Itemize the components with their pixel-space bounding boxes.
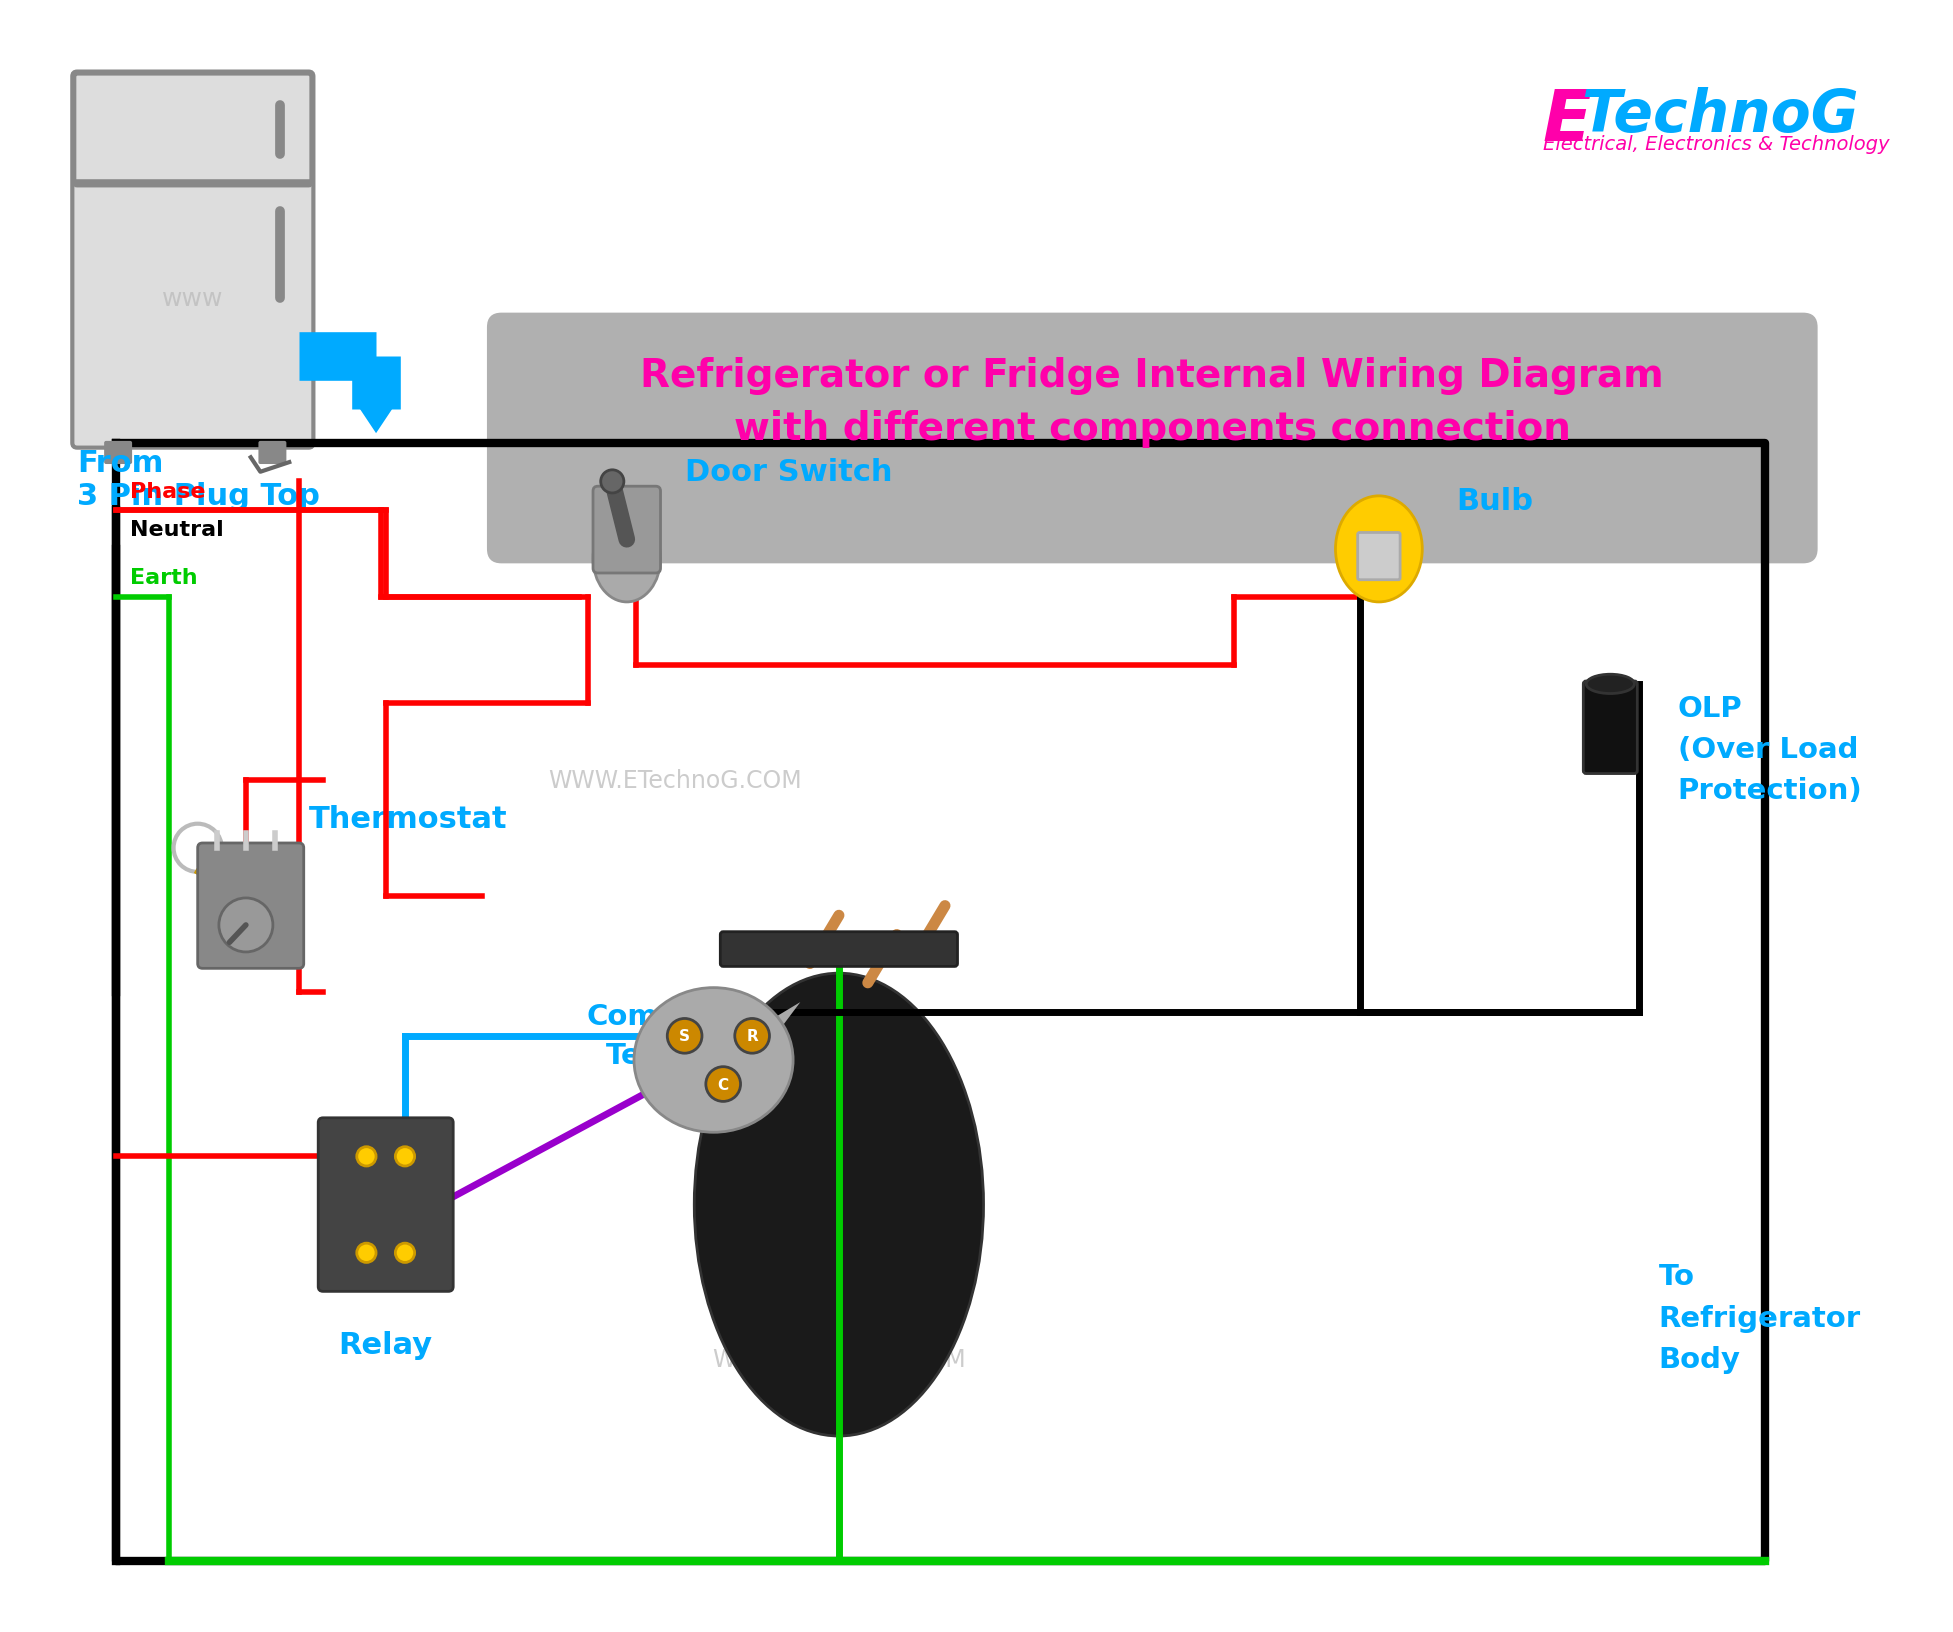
FancyBboxPatch shape: [104, 442, 133, 465]
Text: To
Refrigerator
Body: To Refrigerator Body: [1658, 1263, 1861, 1373]
FancyBboxPatch shape: [486, 313, 1818, 565]
FancyBboxPatch shape: [197, 844, 305, 969]
Text: S: S: [680, 1028, 689, 1044]
Text: R: R: [746, 1028, 758, 1044]
Ellipse shape: [594, 516, 660, 602]
Ellipse shape: [693, 974, 984, 1436]
FancyBboxPatch shape: [318, 1118, 453, 1291]
Circle shape: [705, 1067, 740, 1102]
Text: www: www: [162, 287, 223, 312]
Text: Neutral: Neutral: [131, 521, 225, 540]
Text: TechnoG: TechnoG: [1582, 86, 1859, 144]
Text: Door Switch: Door Switch: [686, 459, 893, 486]
Text: Thermostat: Thermostat: [309, 805, 508, 834]
Text: From
3 Pin Plug Top: From 3 Pin Plug Top: [76, 449, 320, 511]
Text: Electrical, Electronics & Technology: Electrical, Electronics & Technology: [1543, 135, 1889, 153]
Text: Phase: Phase: [131, 481, 205, 501]
Text: Compressor
Terminals: Compressor Terminals: [586, 1002, 783, 1069]
Circle shape: [395, 1244, 414, 1263]
Ellipse shape: [1586, 674, 1635, 694]
Polygon shape: [752, 1002, 801, 1041]
Circle shape: [734, 1018, 769, 1054]
FancyBboxPatch shape: [72, 72, 312, 449]
FancyBboxPatch shape: [1357, 534, 1400, 581]
Ellipse shape: [1336, 496, 1422, 602]
Text: Bulb: Bulb: [1457, 486, 1533, 516]
Text: OLP
(Over Load
Protection): OLP (Over Load Protection): [1678, 694, 1863, 805]
FancyBboxPatch shape: [721, 932, 957, 966]
Text: C: C: [717, 1077, 728, 1092]
Ellipse shape: [635, 987, 793, 1133]
Circle shape: [219, 898, 273, 953]
Text: Relay: Relay: [338, 1330, 434, 1359]
Circle shape: [395, 1147, 414, 1167]
FancyBboxPatch shape: [258, 442, 287, 465]
Circle shape: [602, 470, 623, 493]
Circle shape: [357, 1244, 377, 1263]
Circle shape: [357, 1147, 377, 1167]
Text: WWW.ETechnoG.COM: WWW.ETechnoG.COM: [713, 1346, 965, 1371]
Circle shape: [668, 1018, 701, 1054]
FancyBboxPatch shape: [74, 75, 311, 186]
FancyBboxPatch shape: [1584, 682, 1637, 774]
Polygon shape: [357, 405, 395, 434]
Text: WWW.ETechnoG.COM: WWW.ETechnoG.COM: [549, 769, 803, 793]
Text: E: E: [1543, 86, 1592, 157]
Text: Refrigerator or Fridge Internal Wiring Diagram
with different components connect: Refrigerator or Fridge Internal Wiring D…: [641, 357, 1664, 447]
FancyBboxPatch shape: [594, 486, 660, 573]
Text: Earth: Earth: [131, 568, 197, 588]
